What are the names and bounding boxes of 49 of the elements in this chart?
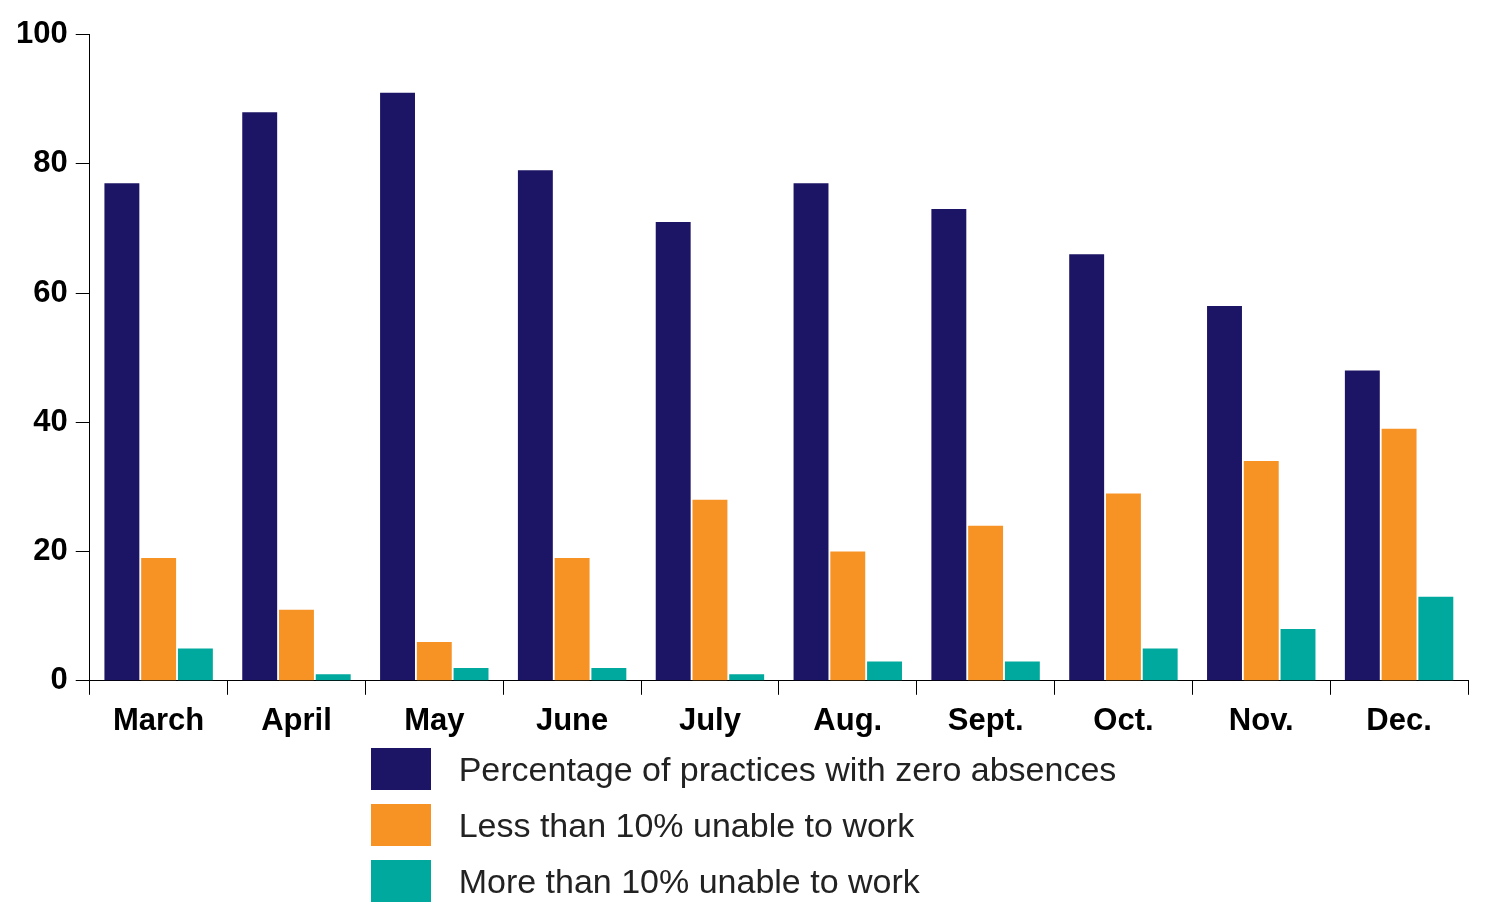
bar: [315, 674, 351, 681]
bar: [1207, 306, 1242, 681]
bar: [177, 648, 213, 681]
x-tick-label: Dec.: [1366, 701, 1432, 737]
x-tick-label: May: [404, 701, 466, 737]
x-tick-label: June: [535, 701, 609, 737]
y-tick-label: 40: [33, 402, 68, 438]
y-tick-label: 100: [15, 15, 68, 51]
x-tick-label: Aug.: [813, 701, 883, 737]
y-tick-label: 80: [33, 144, 68, 180]
bar: [1105, 493, 1141, 681]
legend-label: Less than 10% unable to work: [458, 805, 915, 845]
bar: [242, 112, 278, 681]
x-tick-label: Sept.: [947, 701, 1024, 737]
x-tick-label: Oct.: [1093, 701, 1154, 737]
bar: [729, 674, 765, 681]
legend-label: More than 10% unable to work: [458, 861, 920, 901]
y-tick-label: 0: [50, 661, 68, 697]
bar: [1344, 370, 1380, 681]
bar: [1418, 596, 1454, 681]
bar: [692, 499, 728, 681]
bar: [1280, 629, 1316, 681]
bar: [453, 667, 489, 681]
bar: [830, 551, 866, 681]
bar: [1069, 254, 1105, 681]
bar: [655, 222, 691, 681]
bar: [380, 92, 415, 681]
bar: [517, 170, 553, 681]
bar: [1243, 461, 1279, 681]
bar: [141, 558, 177, 681]
legend-label: Percentage of practices with zero absences: [458, 749, 1117, 789]
bar: [416, 642, 452, 681]
y-tick-label: 20: [33, 532, 68, 568]
bar: [793, 183, 829, 681]
x-tick-label: April: [261, 701, 332, 737]
x-tick-label: July: [678, 701, 742, 737]
bar: [279, 609, 314, 681]
bar: [931, 209, 967, 681]
bar: [968, 525, 1004, 681]
x-tick-label: March: [112, 701, 205, 737]
bar: [867, 661, 902, 681]
bar: [104, 183, 140, 681]
bar: [1381, 428, 1417, 681]
bar: [1142, 648, 1178, 681]
bar: [554, 558, 590, 681]
x-tick-label: Nov.: [1228, 701, 1294, 737]
bar: [1004, 661, 1040, 681]
bar: [591, 667, 627, 681]
y-tick-label: 60: [33, 273, 68, 309]
